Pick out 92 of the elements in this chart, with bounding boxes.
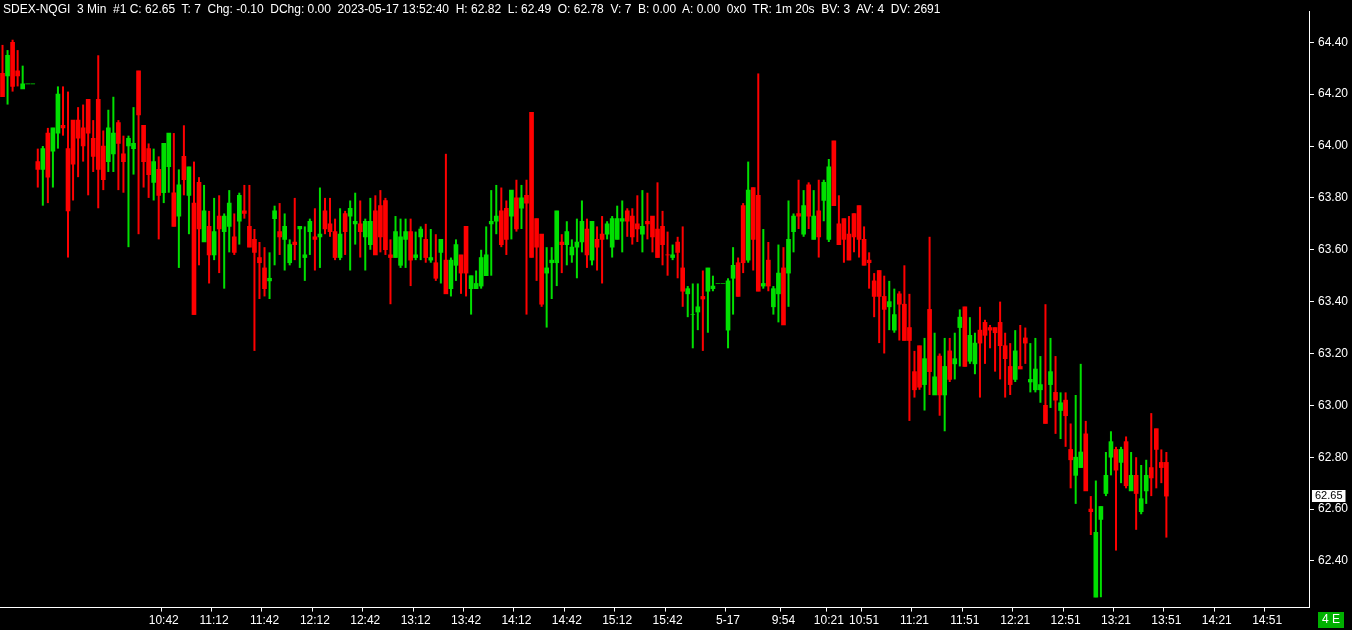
x-tick-label: 10:42 — [148, 613, 180, 628]
y-tick-label: 64.40 — [1317, 34, 1349, 49]
y-tick-label: 63.40 — [1317, 293, 1349, 308]
candlestick — [0, 43, 5, 98]
candlestick — [423, 222, 429, 264]
candlestick — [559, 233, 565, 275]
candlestick — [292, 196, 298, 262]
x-tick-label: 11:21 — [899, 613, 930, 628]
candlestick — [5, 49, 10, 106]
candlestick — [619, 199, 625, 254]
chart-title: SDEX-NQGI 3 Min #1 C: 62.65 T: 7 Chg: -0.10 DChg: 0.00 2023-05-17 13:52:40 H: 62.82 L: 62.49 O: 62.78 V: 7 B: 0.00 A: 0.00 0x0 TR: 1m 20s BV: 3 AV: 4 DV: 2691 — [3, 2, 941, 16]
candlestick — [1148, 412, 1154, 498]
y-tick-label: 64.00 — [1317, 138, 1349, 153]
candlestick — [418, 225, 424, 262]
candlestick — [690, 282, 696, 350]
x-tick-label: 14:51 — [1252, 613, 1283, 628]
y-tick-label: 63.80 — [1317, 190, 1349, 205]
y-tick-label: 63.20 — [1317, 345, 1349, 360]
candlestick — [957, 308, 963, 368]
x-tick-label: 12:12 — [299, 613, 331, 628]
candlestick — [1022, 326, 1028, 365]
y-tick-label: 63.60 — [1317, 242, 1349, 257]
candlestick — [640, 189, 645, 254]
y-tick-label: 64.20 — [1317, 86, 1349, 101]
candlestick — [1007, 342, 1013, 396]
x-tick-label: 15:42 — [652, 613, 683, 628]
candlestick — [796, 178, 801, 231]
y-tick-label: 62.60 — [1317, 501, 1349, 516]
x-tick-label: 5-17 — [716, 613, 741, 628]
candlestick — [367, 196, 373, 251]
candlestick — [564, 220, 570, 267]
candlestick — [1153, 427, 1159, 490]
x-tick-label: 14:12 — [501, 613, 532, 628]
candlestick — [312, 207, 318, 272]
text: 4 E — [1321, 612, 1340, 627]
annotation: 62.65 — [1314, 489, 1343, 502]
x-tick-label: 11:42 — [249, 613, 280, 628]
x-tick-label: 10:21 — [813, 613, 845, 628]
candlestick — [760, 228, 766, 290]
candlestick — [262, 246, 267, 298]
candlestick — [272, 204, 277, 267]
candlestick — [357, 199, 363, 259]
x-tick-label: 12:51 — [1050, 613, 1081, 628]
candlestick — [297, 225, 303, 269]
x-tick-label: 10:51 — [849, 613, 880, 628]
candlestick — [1063, 391, 1068, 448]
candlestick — [1043, 303, 1048, 425]
candlestick — [1053, 355, 1058, 435]
candlestick — [35, 147, 41, 189]
x-tick-label: 9:54 — [771, 613, 796, 628]
candlestick — [116, 119, 121, 192]
x-tick-label: 14:21 — [1201, 613, 1233, 628]
candlestick — [40, 145, 46, 207]
candlestick — [881, 274, 887, 355]
candlestick — [952, 331, 958, 381]
candlestick — [685, 285, 691, 319]
x-tick-label: 15:12 — [602, 613, 633, 628]
y-tick-label: 63.00 — [1317, 397, 1349, 412]
x-tick-label: 11:12 — [199, 613, 230, 628]
candlestick — [1073, 393, 1079, 505]
candlestick — [302, 225, 308, 282]
candlestick — [226, 189, 232, 254]
candlestick — [891, 287, 897, 334]
candlestick — [680, 225, 686, 308]
candlestick — [151, 147, 156, 202]
candlestick — [428, 228, 434, 264]
x-tick-label: 11:51 — [950, 613, 980, 628]
candlestick — [519, 183, 524, 231]
x-tick-label: 12:42 — [350, 613, 381, 628]
candlestick — [1048, 336, 1053, 409]
candlestick — [267, 251, 272, 301]
candlestick — [1017, 323, 1023, 371]
candlestick — [1138, 463, 1144, 516]
candlestick — [433, 233, 439, 282]
x-tick-label: 14:42 — [551, 613, 583, 628]
candlestick — [1068, 422, 1073, 490]
x-tick-label: 13:12 — [400, 613, 431, 628]
y-tick-label: 62.80 — [1317, 449, 1349, 464]
candlestick — [886, 279, 892, 332]
y-tick-label: 62.40 — [1317, 553, 1349, 568]
candlestick — [277, 202, 282, 256]
candlestick — [811, 189, 817, 241]
candlestick — [231, 212, 237, 256]
x-tick-label: 13:42 — [451, 613, 482, 628]
x-tick-label: 13:21 — [1100, 613, 1132, 628]
x-tick-label: 12:21 — [1000, 613, 1031, 628]
x-tick-label: 13:51 — [1151, 613, 1182, 628]
candlestick — [352, 191, 358, 246]
candlestick — [493, 183, 499, 236]
candlestick — [1088, 495, 1094, 536]
candlestick — [932, 331, 937, 396]
candlestick — [1058, 391, 1063, 441]
